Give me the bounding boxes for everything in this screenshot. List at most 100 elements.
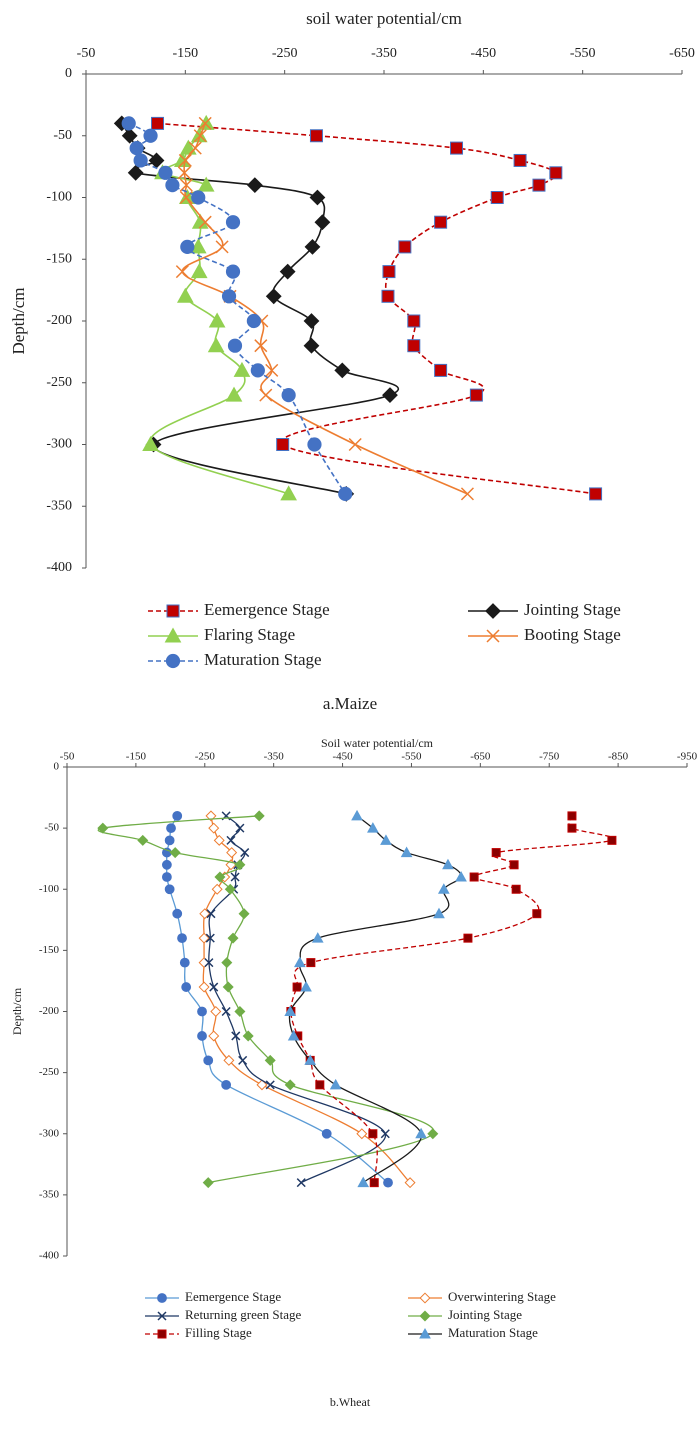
data-point [276, 438, 290, 451]
data-point [121, 127, 138, 144]
data-point [513, 153, 527, 167]
data-point [227, 338, 243, 353]
data-point [133, 153, 148, 168]
data-point [314, 214, 331, 231]
y-tick-label: -150 [39, 944, 60, 956]
data-point [164, 835, 175, 846]
data-point [348, 437, 362, 452]
y-tick-label: -350 [46, 498, 72, 513]
data-point [203, 1055, 214, 1066]
data-point [356, 1128, 368, 1140]
data-point [382, 265, 396, 279]
data-point [202, 1177, 214, 1189]
x-tick-label: -250 [272, 46, 298, 61]
y-tick-label: -400 [39, 1250, 60, 1262]
data-point [567, 811, 577, 821]
data-point [460, 487, 474, 501]
data-point [198, 116, 212, 130]
data-point [166, 823, 176, 834]
data-point [367, 822, 379, 833]
data-point [380, 834, 392, 845]
x-tick-label: -450 [470, 46, 496, 61]
data-point [368, 1129, 378, 1139]
y-tick-label: -300 [46, 437, 72, 452]
x-tick-label: -550 [401, 751, 422, 763]
data-point [383, 1177, 393, 1188]
data-point [190, 263, 208, 279]
data-point [164, 884, 175, 895]
series-line [166, 815, 389, 1184]
data-point [309, 189, 326, 206]
legend-marker [166, 604, 180, 618]
data-point [127, 164, 144, 181]
data-point [511, 884, 521, 894]
x-tick-label: -250 [195, 751, 216, 763]
chart-title: Soil water potential/cm [321, 736, 434, 750]
data-point [234, 1005, 246, 1018]
data-point [180, 239, 195, 254]
legend-label: Maturation Stage [448, 1325, 538, 1340]
data-point [222, 981, 234, 993]
series-line [181, 123, 468, 495]
x-tick-label: -50 [77, 46, 96, 61]
y-tick-label: -350 [39, 1188, 60, 1200]
data-point [442, 858, 454, 870]
x-tick-label: -550 [570, 46, 596, 61]
data-point [398, 240, 412, 254]
data-point [240, 848, 250, 858]
data-point [204, 958, 214, 968]
legend-marker [164, 627, 182, 643]
data-point [264, 1054, 276, 1066]
series-line [208, 815, 386, 1184]
data-point [434, 363, 448, 377]
y-axis-title: Depth/cm [10, 987, 24, 1035]
data-point [215, 240, 229, 254]
data-point [509, 860, 519, 870]
legend-marker [165, 653, 181, 669]
y-tick-label: -50 [44, 822, 59, 834]
data-point [351, 809, 363, 821]
legend-label: Returning green Stage [185, 1307, 301, 1322]
data-point [225, 215, 241, 230]
data-point [265, 1080, 275, 1090]
x-tick-label: -150 [172, 46, 198, 61]
data-point [176, 287, 194, 303]
data-point [233, 361, 251, 377]
y-tick-label: -100 [46, 190, 72, 205]
data-point [221, 957, 233, 969]
data-point [307, 437, 322, 452]
chart-caption: b.Wheat [330, 1395, 371, 1409]
data-point [311, 932, 324, 943]
data-point [246, 177, 263, 194]
data-point [188, 141, 202, 155]
data-point [254, 339, 268, 353]
legend-marker [157, 1311, 167, 1321]
data-point [437, 883, 450, 894]
data-point [207, 337, 225, 353]
y-tick-label: 0 [65, 66, 72, 81]
data-point [292, 982, 302, 992]
data-point [226, 847, 238, 859]
data-point [463, 933, 473, 943]
x-tick-label: -650 [669, 46, 695, 61]
data-point [407, 339, 421, 353]
data-point [208, 312, 226, 328]
data-point [179, 178, 193, 192]
data-point [265, 363, 279, 377]
data-point [177, 166, 191, 180]
x-tick-label: -750 [539, 751, 560, 763]
legend-label: Booting Stage [524, 625, 621, 644]
data-point [226, 835, 236, 845]
legend-marker [419, 1310, 431, 1322]
data-point [198, 215, 212, 229]
data-point [121, 116, 136, 131]
data-point [197, 1006, 207, 1017]
y-tick-label: -150 [46, 251, 72, 266]
data-point [265, 288, 282, 305]
data-point [210, 1005, 222, 1018]
series-line [157, 122, 596, 495]
data-point [407, 314, 421, 328]
data-point [199, 908, 211, 920]
data-point [404, 1177, 416, 1189]
